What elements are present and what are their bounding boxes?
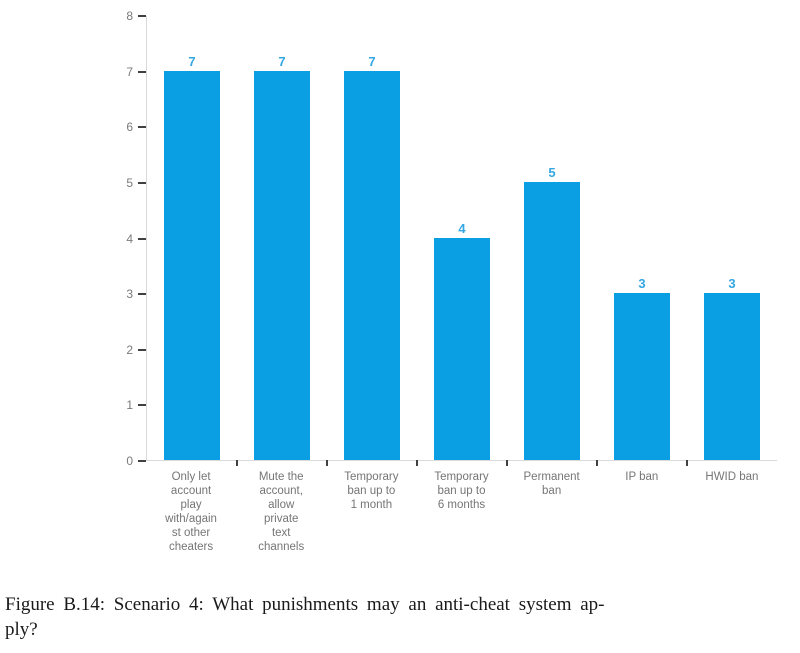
bar-value-label: 5 — [548, 164, 556, 180]
bar — [614, 293, 670, 460]
bar-chart-plot-area: 0 1 2 3 4 5 6 7 8 7 7 7 4 5 — [126, 10, 777, 467]
bar-column: 5 — [507, 16, 597, 460]
category-label: HWID ban — [705, 471, 759, 483]
y-tick-label: 0 — [126, 454, 133, 468]
y-tick-label: 1 — [126, 398, 133, 413]
bar-value-label: 3 — [638, 276, 646, 292]
y-tick-mark — [138, 15, 146, 17]
bar — [344, 70, 400, 460]
y-tick-mark — [138, 237, 146, 240]
x-tick-mark — [505, 460, 508, 466]
bar — [164, 70, 220, 460]
bar-column: 3 — [687, 16, 777, 460]
bar — [704, 293, 760, 460]
bar — [524, 181, 580, 460]
x-tick-mark — [416, 460, 418, 466]
category-label: IP ban — [625, 471, 659, 483]
category-label: Temporary ban up to 6 months — [434, 471, 489, 511]
bar-column: 3 — [597, 16, 687, 460]
bar-column: 7 — [327, 16, 417, 460]
bar — [254, 70, 310, 460]
y-tick-label: 4 — [126, 231, 133, 246]
y-tick-mark — [138, 293, 146, 296]
y-tick-mark — [138, 181, 146, 184]
bar-value-label: 7 — [188, 53, 196, 69]
bar-columns: 7 7 7 4 5 3 3 — [147, 16, 777, 460]
y-tick-mark — [138, 404, 146, 407]
x-tick-mark — [325, 460, 328, 466]
x-tick-mark — [235, 460, 238, 466]
bar-value-label: 7 — [278, 53, 286, 69]
bar-value-label: 4 — [458, 220, 466, 236]
caption-line: ply? — [5, 619, 38, 640]
x-tick-mark — [686, 460, 688, 466]
y-tick-mark — [138, 126, 146, 129]
bar-value-label: 3 — [728, 276, 736, 292]
y-tick-label: 8 — [126, 9, 133, 23]
category-label: Permanent ban — [523, 471, 580, 497]
y-tick-mark — [138, 348, 146, 351]
bar-column: 7 — [147, 16, 237, 460]
category-axis-labels: Only let account play with/again st othe… — [146, 470, 777, 554]
bar-column: 4 — [417, 16, 507, 460]
category-label: Mute the account, allow private text cha… — [258, 471, 305, 553]
bar — [434, 237, 490, 460]
y-tick-label: 7 — [126, 64, 133, 79]
category-label: Only let account play with/again st othe… — [165, 471, 217, 553]
y-tick-label: 2 — [126, 342, 133, 357]
bar-column: 7 — [237, 16, 327, 460]
figure-caption: Figure B.14: Scenario 4: What punishment… — [5, 592, 791, 642]
bar-value-label: 7 — [368, 53, 376, 69]
y-tick-mark — [138, 70, 146, 73]
x-tick-mark — [596, 460, 598, 466]
y-tick-mark — [138, 460, 146, 462]
caption-line: Figure B.14: Scenario 4: What punishment… — [5, 594, 605, 615]
y-tick-label: 5 — [126, 175, 133, 190]
y-tick-label: 6 — [126, 120, 133, 135]
category-label: Temporary ban up to 1 month — [344, 471, 399, 511]
y-tick-label: 3 — [126, 287, 133, 302]
